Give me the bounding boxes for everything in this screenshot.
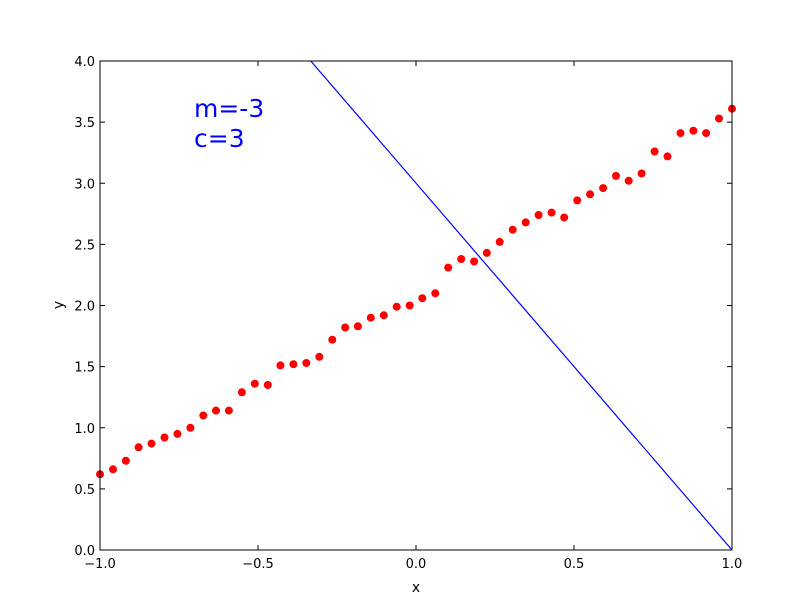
data-point [341, 323, 350, 332]
data-point [599, 184, 608, 193]
data-point [134, 443, 143, 452]
y-tick-label: 2.5 [74, 238, 95, 253]
data-point [470, 257, 479, 266]
scatter-series [96, 104, 736, 479]
data-point [689, 126, 698, 135]
y-tick-label: 3.5 [74, 116, 95, 131]
data-point [147, 439, 156, 448]
data-point [547, 208, 556, 217]
data-point [457, 255, 466, 263]
data-point [315, 352, 324, 361]
y-tick-label: 0.0 [74, 544, 95, 559]
data-point [624, 176, 633, 185]
data-point [392, 302, 401, 311]
data-point [715, 114, 723, 123]
x-tick-label: −0.5 [242, 557, 274, 572]
data-point [495, 237, 504, 246]
x-tick-label: −1.0 [84, 557, 116, 572]
data-point [250, 379, 259, 388]
data-point [663, 152, 672, 161]
data-point [366, 313, 375, 322]
data-point [186, 423, 195, 432]
plot-area [100, 61, 732, 550]
data-point [199, 411, 208, 420]
data-point [586, 190, 595, 199]
data-point [237, 388, 246, 397]
data-point [224, 406, 233, 415]
data-point [109, 465, 117, 474]
annotation-slope: m=-3 [194, 94, 264, 123]
y-tick-label: 2.0 [74, 300, 95, 315]
data-point [328, 335, 337, 344]
x-tick-label: 0.0 [406, 557, 427, 572]
data-point [534, 211, 543, 219]
y-tick-label: 0.5 [74, 483, 95, 498]
data-point [160, 433, 169, 442]
y-tick-label: 3.0 [74, 177, 95, 192]
x-axis-ticks: −1.0 −0.5 0.0 0.5 1.0 [84, 61, 742, 572]
data-point [702, 129, 711, 138]
data-point [431, 289, 440, 298]
data-point [212, 406, 220, 415]
data-point [560, 213, 569, 222]
y-tick-label: 1.5 [74, 361, 95, 376]
data-point [418, 294, 427, 303]
x-axis-label: x [412, 580, 420, 596]
data-point [508, 225, 517, 234]
data-point [573, 196, 582, 205]
line-series [310, 60, 733, 551]
data-point [121, 456, 130, 465]
data-point [676, 129, 685, 138]
data-point [173, 429, 182, 438]
data-point [302, 359, 311, 367]
data-point [521, 218, 530, 227]
data-point [405, 301, 414, 310]
data-point [444, 263, 453, 272]
y-tick-label: 1.0 [74, 422, 95, 437]
fit-line [310, 60, 733, 551]
data-point [263, 381, 272, 389]
data-point [379, 311, 388, 320]
data-point [612, 171, 620, 180]
x-tick-label: 0.5 [564, 557, 585, 572]
y-axis-label: y [51, 301, 67, 309]
annotation-intercept: c=3 [194, 124, 245, 153]
data-point [276, 361, 285, 370]
y-tick-label: 4.0 [74, 55, 95, 70]
data-point [637, 169, 646, 178]
data-point [482, 248, 491, 257]
data-point [650, 147, 659, 156]
x-tick-label: 1.0 [722, 557, 743, 572]
data-point [353, 322, 362, 331]
data-point [289, 360, 298, 369]
y-axis-ticks: 0.0 0.5 1.0 1.5 2.0 2.5 3.0 3.5 4.0 [74, 55, 732, 559]
